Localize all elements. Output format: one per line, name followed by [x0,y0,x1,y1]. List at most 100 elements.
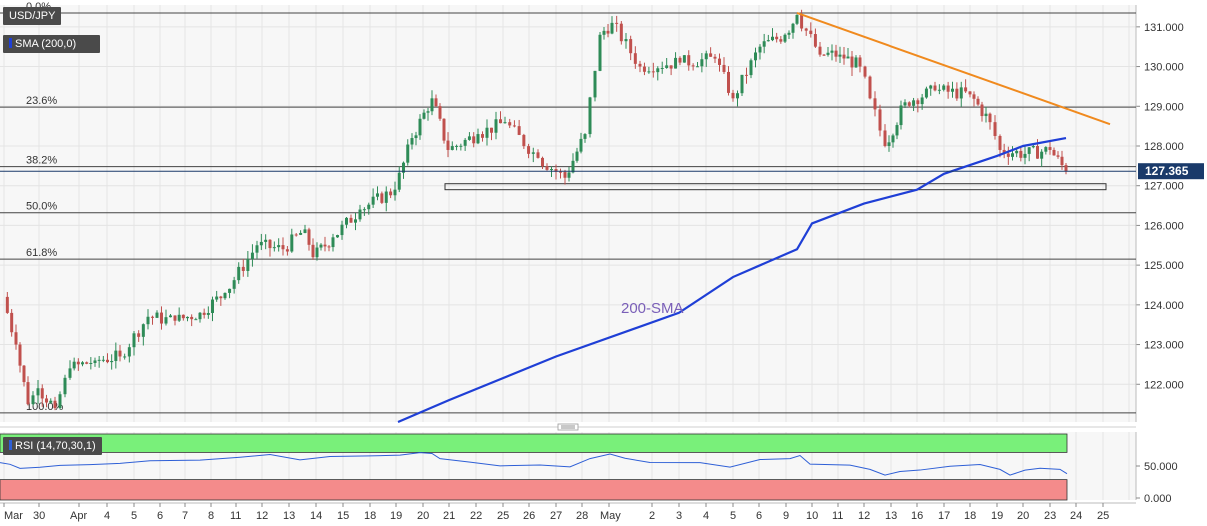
time-tick-label: 13 [283,510,295,522]
candle-up [277,245,281,248]
candle-up [406,144,410,163]
rsi-tick-label: 50.000 [1144,461,1178,473]
time-tick-label: 19 [390,510,402,522]
candle-up [237,266,241,281]
sma-indicator-badge[interactable]: SMA (200,0) [3,35,100,53]
candle-down [481,134,484,138]
time-tick-label: 18 [964,510,976,522]
rsi-tick-label: 0.000 [1144,493,1172,505]
time-tick-label: 6 [756,510,762,522]
candle-down [976,98,980,105]
time-tick-label: 8 [208,510,214,522]
candle-up [155,312,159,318]
candle-up [376,193,379,197]
candle-down [446,140,450,150]
candle-up [89,362,93,364]
sma-indicator-label: SMA (200,0) [15,38,77,50]
time-tick-label: 16 [911,510,923,522]
candle-up [895,125,899,136]
candle-up [783,34,787,42]
candle-down [85,362,89,364]
time-tick-label: 30 [33,510,45,522]
candle-up [951,88,954,92]
sma200-annotation: 200-SMA [621,300,684,317]
candle-up [414,135,418,139]
candle-down [669,65,673,69]
time-tick-label: 4 [104,510,110,522]
time-tick-label: Mar [4,510,23,522]
time-tick-label: 13 [885,510,897,522]
candle-up [624,39,628,42]
candle-up [846,56,850,59]
candle-down [633,53,637,64]
time-tick-label: 5 [730,510,736,522]
candle-down [1019,150,1023,158]
candle-up [826,52,830,55]
candle-up [141,324,145,337]
candle-up [110,360,114,363]
candle-up [354,219,357,223]
candle-down [563,172,567,178]
time-tick-label: 19 [991,510,1003,522]
time-tick-label: 24 [1070,510,1082,522]
time-tick-label: 6 [157,510,163,522]
candle-up [215,296,219,300]
price-tick-label: 123.000 [1144,340,1184,352]
candle-down [809,30,813,35]
candle-up [97,359,101,361]
candle-up [169,315,172,318]
candle-down [933,85,937,91]
candle-down [472,136,476,144]
candle-up [410,138,414,145]
time-tick-label: 11 [230,510,241,522]
candle-down [972,94,976,99]
candle-up [331,237,335,248]
candle-down [834,50,838,57]
candle-down [804,28,808,31]
candle-up [177,314,181,321]
price-tick-label: 124.000 [1144,300,1184,312]
candle-down [536,152,540,158]
candle-up [912,100,916,106]
time-tick-label: 18 [364,510,376,522]
candle-down [5,296,9,313]
candle-up [198,312,202,320]
pane-resize-handle[interactable] [557,423,579,431]
candle-down [955,88,959,99]
candle-up [290,234,294,252]
candle-up [830,50,834,53]
candle-up [426,111,430,113]
candle-up [758,46,762,53]
time-tick-label: 28 [576,510,588,522]
sma200-line [397,136,1067,424]
candle-up [696,66,699,68]
candle-down [863,66,867,77]
candle-up [704,53,708,60]
candle-down [727,71,730,93]
candle-down [1060,156,1064,166]
candle-up [250,252,254,259]
candle-down [678,57,682,63]
rsi-indicator-badge[interactable]: RSI (14,70,30,1) [3,437,102,455]
candle-down [858,57,862,67]
candle-up [467,136,471,140]
price-tick-label: 130.000 [1144,62,1184,74]
candle-up [656,68,660,73]
candle-down [980,104,984,117]
candle-up [575,151,579,161]
candle-up [660,67,664,69]
candle-up [430,98,434,112]
price-tick-label: 122.000 [1144,379,1184,391]
candle-up [362,209,366,211]
candle-up [132,333,136,348]
candle-down [907,102,911,106]
time-tick-label: May [600,510,621,522]
candle-down [638,63,642,67]
candle-down [718,58,721,65]
candle-down [1048,147,1052,150]
candle-up [736,93,739,99]
candle-down [968,91,972,95]
candle-down [964,87,968,92]
candle-down [1056,155,1060,157]
